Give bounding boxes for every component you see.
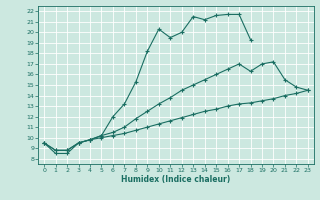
X-axis label: Humidex (Indice chaleur): Humidex (Indice chaleur) [121, 175, 231, 184]
